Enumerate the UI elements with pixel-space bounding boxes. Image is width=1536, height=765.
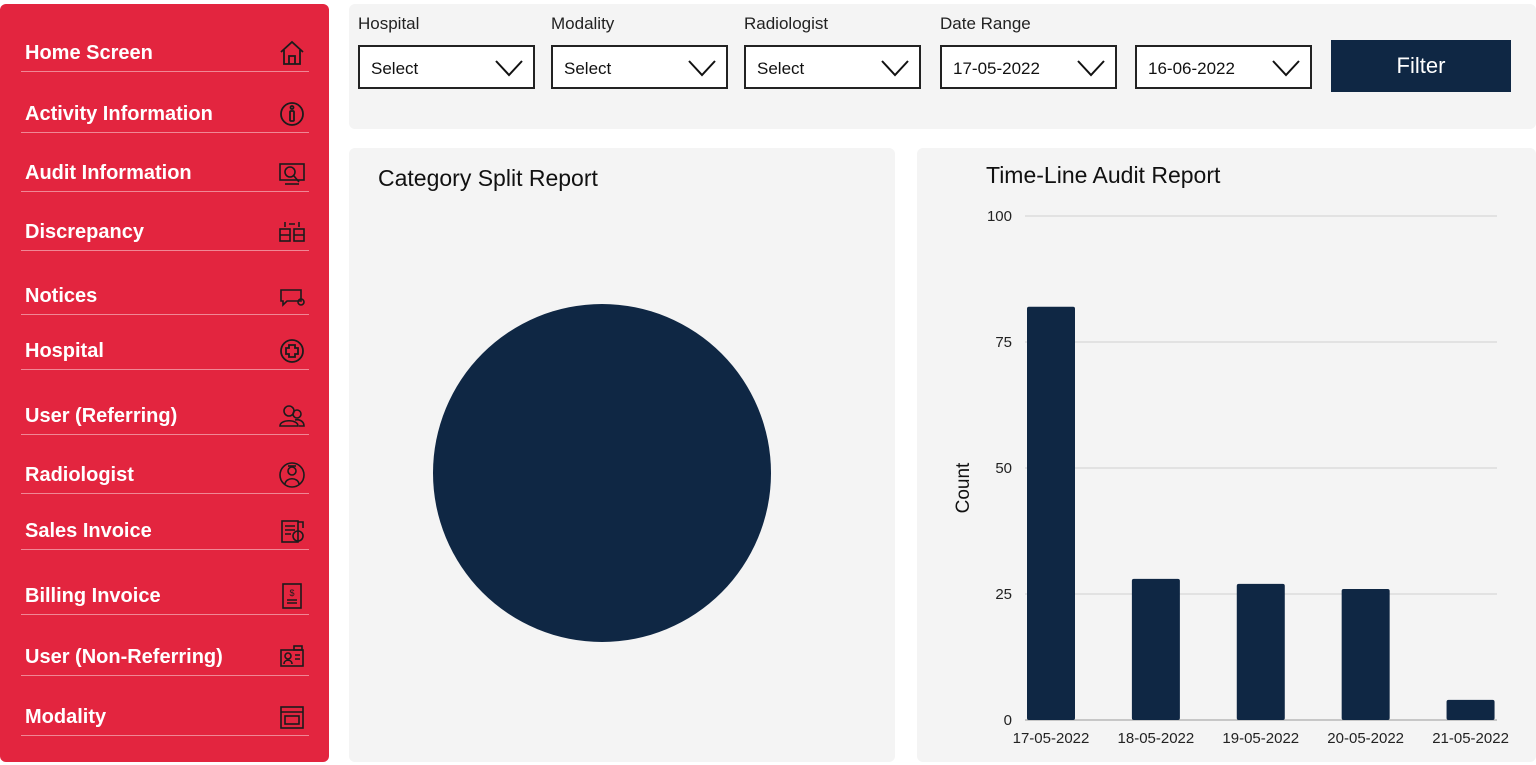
sidebar-item-label: Notices <box>25 285 98 307</box>
sidebar-item-label: Modality <box>25 706 107 728</box>
chevron-down-icon <box>1077 60 1105 77</box>
y-tick-label: 100 <box>987 208 1012 225</box>
sidebar-item-label: Radiologist <box>25 464 134 486</box>
bar[interactable] <box>1236 583 1285 720</box>
bar[interactable] <box>1446 699 1495 720</box>
sidebar-item-modality[interactable]: Modality <box>21 696 309 736</box>
hospital-select-value: Select <box>371 59 419 78</box>
sidebar-item-home-screen[interactable]: Home Screen <box>21 32 309 72</box>
y-axis-label: Count <box>953 462 974 513</box>
modality-filter-label: Modality <box>551 14 615 33</box>
sidebar-item-label: User (Referring) <box>25 405 178 427</box>
sidebar-item-label: Billing Invoice <box>25 585 161 607</box>
category-pie-chart <box>433 304 771 642</box>
home-icon <box>277 38 307 68</box>
user-card-icon <box>277 642 307 672</box>
x-tick-label: 19-05-2022 <box>1222 730 1299 747</box>
chevron-down-icon <box>688 60 716 77</box>
date-to-value: 16-06-2022 <box>1148 59 1235 78</box>
svg-text:$: $ <box>289 588 294 598</box>
sidebar-item-label: Hospital <box>25 340 104 362</box>
timeline-audit-title: Time-Line Audit Report <box>986 162 1221 188</box>
modality-icon <box>277 702 307 732</box>
discrepancy-icon <box>277 217 307 247</box>
sidebar-item-user-non-referring[interactable]: User (Non-Referring) <box>21 636 309 676</box>
y-tick-label: 75 <box>995 334 1012 351</box>
category-split-title: Category Split Report <box>378 165 598 191</box>
users-icon <box>277 401 307 431</box>
sidebar-item-label: Activity Information <box>25 103 213 125</box>
date-to-select[interactable]: 16-06-2022 <box>1135 45 1312 89</box>
sidebar-item-label: Discrepancy <box>25 221 144 243</box>
date-range-label: Date Range <box>940 14 1031 33</box>
radiologist-filter-label: Radiologist <box>744 14 829 33</box>
bar[interactable] <box>1027 306 1075 720</box>
sidebar-item-label: User (Non-Referring) <box>25 646 223 668</box>
x-tick-label: 20-05-2022 <box>1327 730 1404 747</box>
sidebar-item-label: Home Screen <box>25 42 153 64</box>
radiologist-icon <box>277 460 307 490</box>
modality-select-value: Select <box>564 59 612 78</box>
sidebar-item-label: Sales Invoice <box>25 520 152 542</box>
radiologist-select[interactable]: Select <box>744 45 921 89</box>
date-from-select[interactable]: 17-05-2022 <box>940 45 1117 89</box>
timeline-audit-panel: Time-Line Audit Report 0 25 50 75 100 Count 17… <box>917 148 1536 762</box>
sidebar-item-notices[interactable]: Notices <box>21 275 309 315</box>
category-split-panel: Category Split Report <box>349 148 895 762</box>
audit-icon <box>277 158 307 188</box>
sidebar-item-audit-information[interactable]: Audit Information <box>21 152 309 192</box>
notice-icon <box>277 281 307 311</box>
sales-invoice-icon <box>277 516 307 546</box>
radiologist-select-value: Select <box>757 59 805 78</box>
hospital-plus-icon <box>277 336 307 366</box>
y-tick-label: 50 <box>995 460 1012 477</box>
timeline-bar-chart: 0 25 50 75 100 Count 17-05-2022 18-05-2022 19-05… <box>953 208 1509 747</box>
sidebar-item-label: Audit Information <box>25 162 192 184</box>
billing-invoice-icon: $ <box>277 581 307 611</box>
sidebar-item-billing-invoice[interactable]: Billing Invoice $ <box>21 575 309 615</box>
sidebar-item-hospital[interactable]: Hospital <box>21 330 309 370</box>
info-icon <box>277 99 307 129</box>
x-tick-label: 17-05-2022 <box>1013 730 1090 747</box>
sidebar-item-user-referring[interactable]: User (Referring) <box>21 395 309 435</box>
sidebar-item-sales-invoice[interactable]: Sales Invoice <box>21 510 309 550</box>
modality-select[interactable]: Select <box>551 45 728 89</box>
date-from-value: 17-05-2022 <box>953 59 1040 78</box>
filter-bar: Hospital Select Modality Select Radiolog… <box>349 4 1536 129</box>
hospital-select[interactable]: Select <box>358 45 535 89</box>
hospital-filter-label: Hospital <box>358 14 420 33</box>
sidebar-item-discrepancy[interactable]: Discrepancy <box>21 211 309 251</box>
y-tick-label: 0 <box>1004 712 1012 729</box>
sidebar: Home Screen Activity Information Audit I… <box>0 4 329 762</box>
y-tick-label: 25 <box>995 586 1012 603</box>
bar[interactable] <box>1341 588 1390 720</box>
x-tick-label: 21-05-2022 <box>1432 730 1509 747</box>
chevron-down-icon <box>495 60 523 77</box>
sidebar-item-radiologist[interactable]: Radiologist <box>21 454 309 494</box>
chevron-down-icon <box>1272 60 1300 77</box>
x-tick-label: 18-05-2022 <box>1118 730 1195 747</box>
sidebar-item-activity-information[interactable]: Activity Information <box>21 93 309 133</box>
pie-slice <box>433 304 771 642</box>
chevron-down-icon <box>881 60 909 77</box>
bar[interactable] <box>1131 578 1180 720</box>
filter-button[interactable]: Filter <box>1331 40 1511 92</box>
